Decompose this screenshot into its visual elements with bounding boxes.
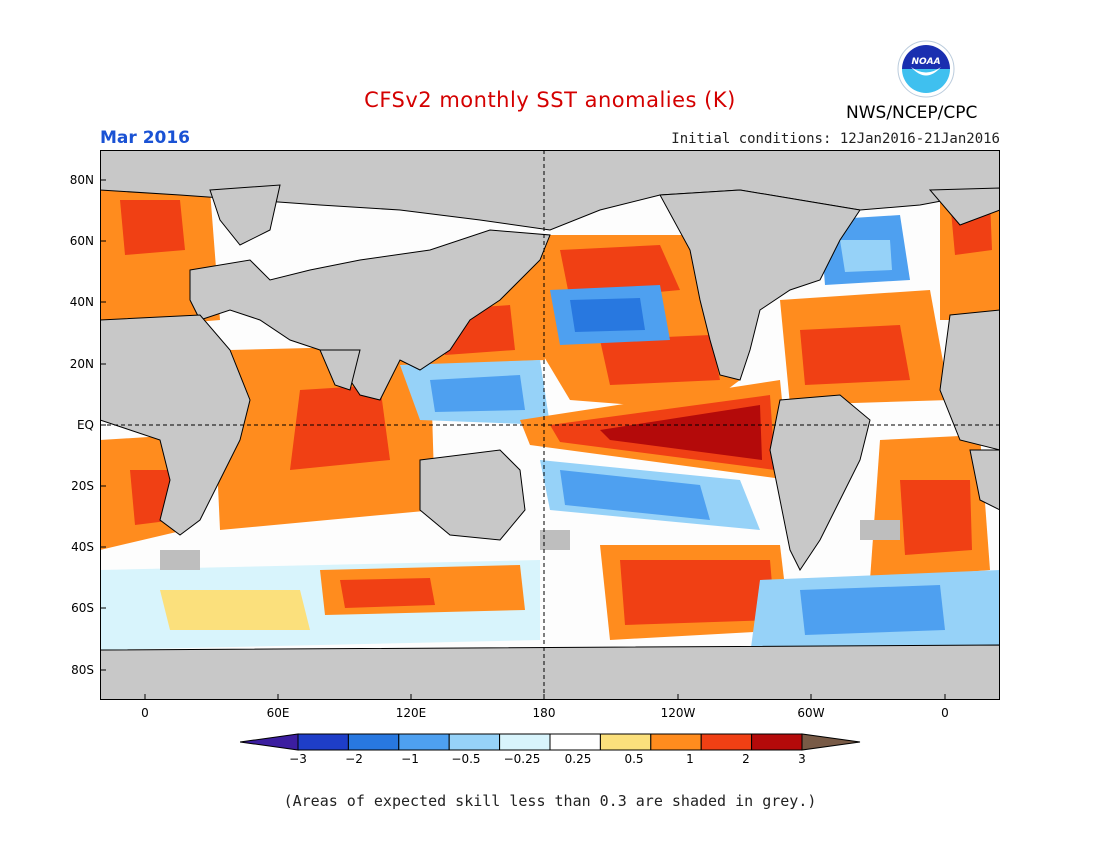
colorbar-cell [297, 733, 349, 751]
chart-title: CFSv2 monthly SST anomalies (K) [364, 88, 736, 112]
colorbar-cell [398, 733, 450, 751]
colorbar-cell [700, 733, 753, 751]
land-masses [100, 150, 1000, 700]
noaa-logo-icon: NOAA [897, 40, 955, 98]
lat-label-80n: 80N [69, 173, 94, 187]
colorbar-cell [347, 733, 400, 751]
colorbar-label-2: 2 [742, 752, 750, 766]
lat-label-40s: 40S [71, 540, 94, 554]
sst-anomaly-map [100, 150, 1000, 700]
target-month: Mar 2016 [100, 128, 191, 148]
lat-label-80s: 80S [71, 663, 94, 677]
colorbar-cell [650, 733, 702, 751]
axis-ticks [100, 179, 946, 700]
lon-label-0-right: 0 [941, 706, 949, 720]
colorbar-cell [549, 733, 601, 751]
colorbar-label-1: 1 [686, 752, 694, 766]
colorbar-under-arrow [240, 733, 299, 751]
lat-label-60s: 60S [71, 601, 94, 615]
lon-label-60e: 60E [266, 706, 290, 720]
lon-label-120e: 120E [395, 706, 427, 720]
colorbar-label-m3: −3 [289, 752, 307, 766]
lon-label-60w: 60W [797, 706, 825, 720]
lat-label-eq: EQ [76, 418, 94, 432]
colorbar-label-05: 0.5 [624, 752, 644, 766]
lon-label-0: 0 [141, 706, 149, 720]
lon-label-180: 180 [532, 706, 556, 720]
colorbar-label-m025: −0.25 [503, 752, 541, 766]
logo-text: NOAA [911, 57, 940, 67]
lon-label-120w: 120W [660, 706, 696, 720]
colorbar-label-m1: −1 [401, 752, 419, 766]
colorbar-over-arrow [801, 733, 861, 751]
lat-label-20s: 20S [71, 479, 94, 493]
lat-label-40n: 40N [69, 295, 94, 309]
agency-label: NWS/NCEP/CPC [846, 103, 978, 123]
colorbar-label-m2: −2 [345, 752, 363, 766]
lat-label-60n: 60N [69, 234, 94, 248]
colorbar-cell [599, 733, 652, 751]
colorbar-cell [499, 733, 551, 751]
colorbar-cell [751, 733, 803, 751]
colorbar-label-3: 3 [798, 752, 806, 766]
colorbar-label-m05: −0.5 [451, 752, 481, 766]
colorbar-label-025: 0.25 [564, 752, 592, 766]
initial-conditions: Initial conditions: 12Jan2016-21Jan2016 [671, 131, 1000, 147]
skill-footnote: (Areas of expected skill less than 0.3 a… [283, 792, 817, 810]
colorbar [240, 733, 861, 751]
lat-label-20n: 20N [69, 357, 94, 371]
colorbar-cell [448, 733, 501, 751]
